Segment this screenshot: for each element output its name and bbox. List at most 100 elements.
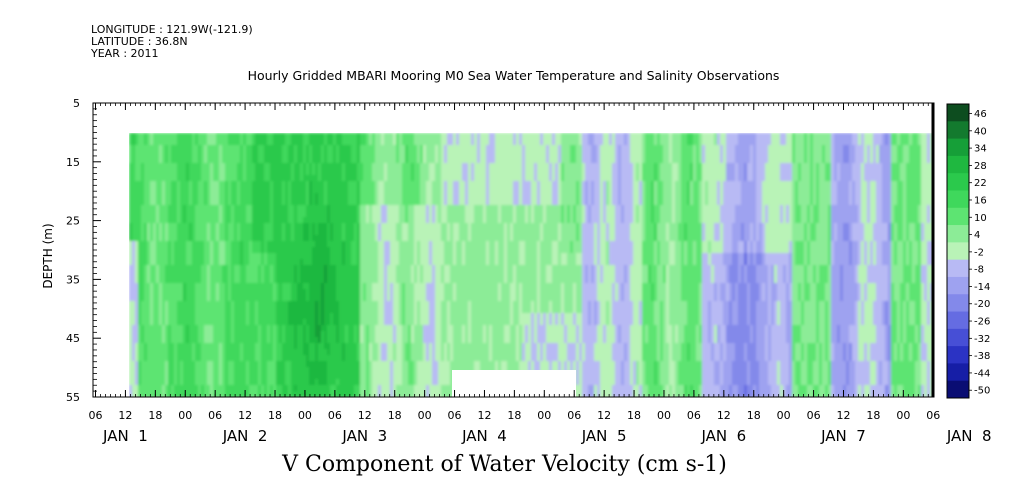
field-cell bbox=[270, 229, 274, 236]
field-cell bbox=[306, 235, 310, 242]
field-cell bbox=[162, 211, 166, 218]
field-cell bbox=[285, 241, 289, 248]
field-cell bbox=[300, 313, 304, 320]
field-cell bbox=[291, 193, 295, 200]
field-cell bbox=[225, 157, 229, 164]
field-cell bbox=[288, 295, 292, 302]
field-cell bbox=[261, 385, 265, 392]
field-cell bbox=[279, 319, 283, 326]
field-cell bbox=[279, 229, 283, 236]
field-cell bbox=[279, 217, 283, 224]
field-cell bbox=[306, 211, 310, 218]
field-cell bbox=[183, 367, 187, 374]
field-cell bbox=[174, 145, 178, 152]
field-cell bbox=[231, 163, 235, 170]
field-cell bbox=[243, 241, 247, 248]
field-cell bbox=[210, 295, 214, 302]
field-cell bbox=[285, 307, 289, 314]
field-cell bbox=[270, 247, 274, 254]
field-cell bbox=[261, 187, 265, 194]
field-cell bbox=[264, 199, 268, 206]
field-cell bbox=[234, 349, 238, 356]
field-cell bbox=[210, 277, 214, 284]
field-cell bbox=[189, 271, 193, 278]
field-cell bbox=[282, 355, 286, 362]
field-cell bbox=[213, 355, 217, 362]
field-cell bbox=[264, 217, 268, 224]
field-cell bbox=[264, 295, 268, 302]
field-cell bbox=[249, 355, 253, 362]
field-cell bbox=[279, 313, 283, 320]
field-cell bbox=[213, 163, 217, 170]
field-cell bbox=[300, 265, 304, 272]
field-cell bbox=[276, 367, 280, 374]
field-cell bbox=[168, 175, 172, 182]
field-cell bbox=[234, 283, 238, 290]
field-cell bbox=[249, 259, 253, 266]
field-cell bbox=[297, 265, 301, 272]
field-cell bbox=[174, 295, 178, 302]
field-cell bbox=[138, 301, 142, 308]
field-cell bbox=[204, 325, 208, 332]
field-cell bbox=[219, 385, 223, 392]
field-cell bbox=[159, 313, 163, 320]
field-cell bbox=[159, 361, 163, 368]
field-cell bbox=[237, 175, 241, 182]
field-cell bbox=[306, 319, 310, 326]
field-cell bbox=[216, 175, 220, 182]
field-cell bbox=[228, 331, 232, 338]
field-cell bbox=[228, 223, 232, 230]
field-cell bbox=[198, 259, 202, 266]
field-cell bbox=[198, 205, 202, 212]
field-cell bbox=[204, 355, 208, 362]
field-cell bbox=[285, 361, 289, 368]
field-cell bbox=[273, 247, 277, 254]
field-cell bbox=[285, 337, 289, 344]
field-cell bbox=[219, 259, 223, 266]
field-cell bbox=[162, 259, 166, 266]
field-cell bbox=[186, 301, 190, 308]
field-cell bbox=[309, 259, 313, 266]
field-cell bbox=[222, 325, 226, 332]
field-cell bbox=[228, 259, 232, 266]
field-cell bbox=[282, 295, 286, 302]
field-cell bbox=[300, 175, 304, 182]
field-cell bbox=[258, 217, 262, 224]
field-cell bbox=[138, 265, 142, 272]
field-cell bbox=[192, 271, 196, 278]
field-cell bbox=[213, 313, 217, 320]
field-cell bbox=[207, 337, 211, 344]
field-cell bbox=[222, 235, 226, 242]
field-cell bbox=[198, 229, 202, 236]
field-cell bbox=[174, 253, 178, 260]
field-cell bbox=[255, 223, 259, 230]
field-cell bbox=[165, 259, 169, 266]
field-cell bbox=[180, 385, 184, 392]
field-cell bbox=[147, 175, 151, 182]
field-cell bbox=[156, 211, 160, 218]
field-cell bbox=[171, 319, 175, 326]
field-cell bbox=[261, 211, 265, 218]
field-cell bbox=[306, 391, 310, 397]
field-cell bbox=[210, 259, 214, 266]
field-cell bbox=[207, 169, 211, 176]
field-cell bbox=[240, 277, 244, 284]
field-cell bbox=[189, 253, 193, 260]
field-cell bbox=[267, 271, 271, 278]
field-cell bbox=[267, 343, 271, 350]
field-cell bbox=[255, 343, 259, 350]
field-cell bbox=[288, 241, 292, 248]
field-cell bbox=[279, 205, 283, 212]
field-cell bbox=[222, 295, 226, 302]
field-cell bbox=[186, 151, 190, 158]
field-cell bbox=[258, 181, 262, 188]
field-cell bbox=[186, 217, 190, 224]
field-cell bbox=[135, 379, 139, 386]
field-cell bbox=[135, 355, 139, 362]
field-cell bbox=[186, 163, 190, 170]
field-cell bbox=[195, 283, 199, 290]
field-cell bbox=[294, 385, 298, 392]
field-cell bbox=[201, 331, 205, 338]
field-cell bbox=[195, 223, 199, 230]
field-cell bbox=[312, 211, 316, 218]
